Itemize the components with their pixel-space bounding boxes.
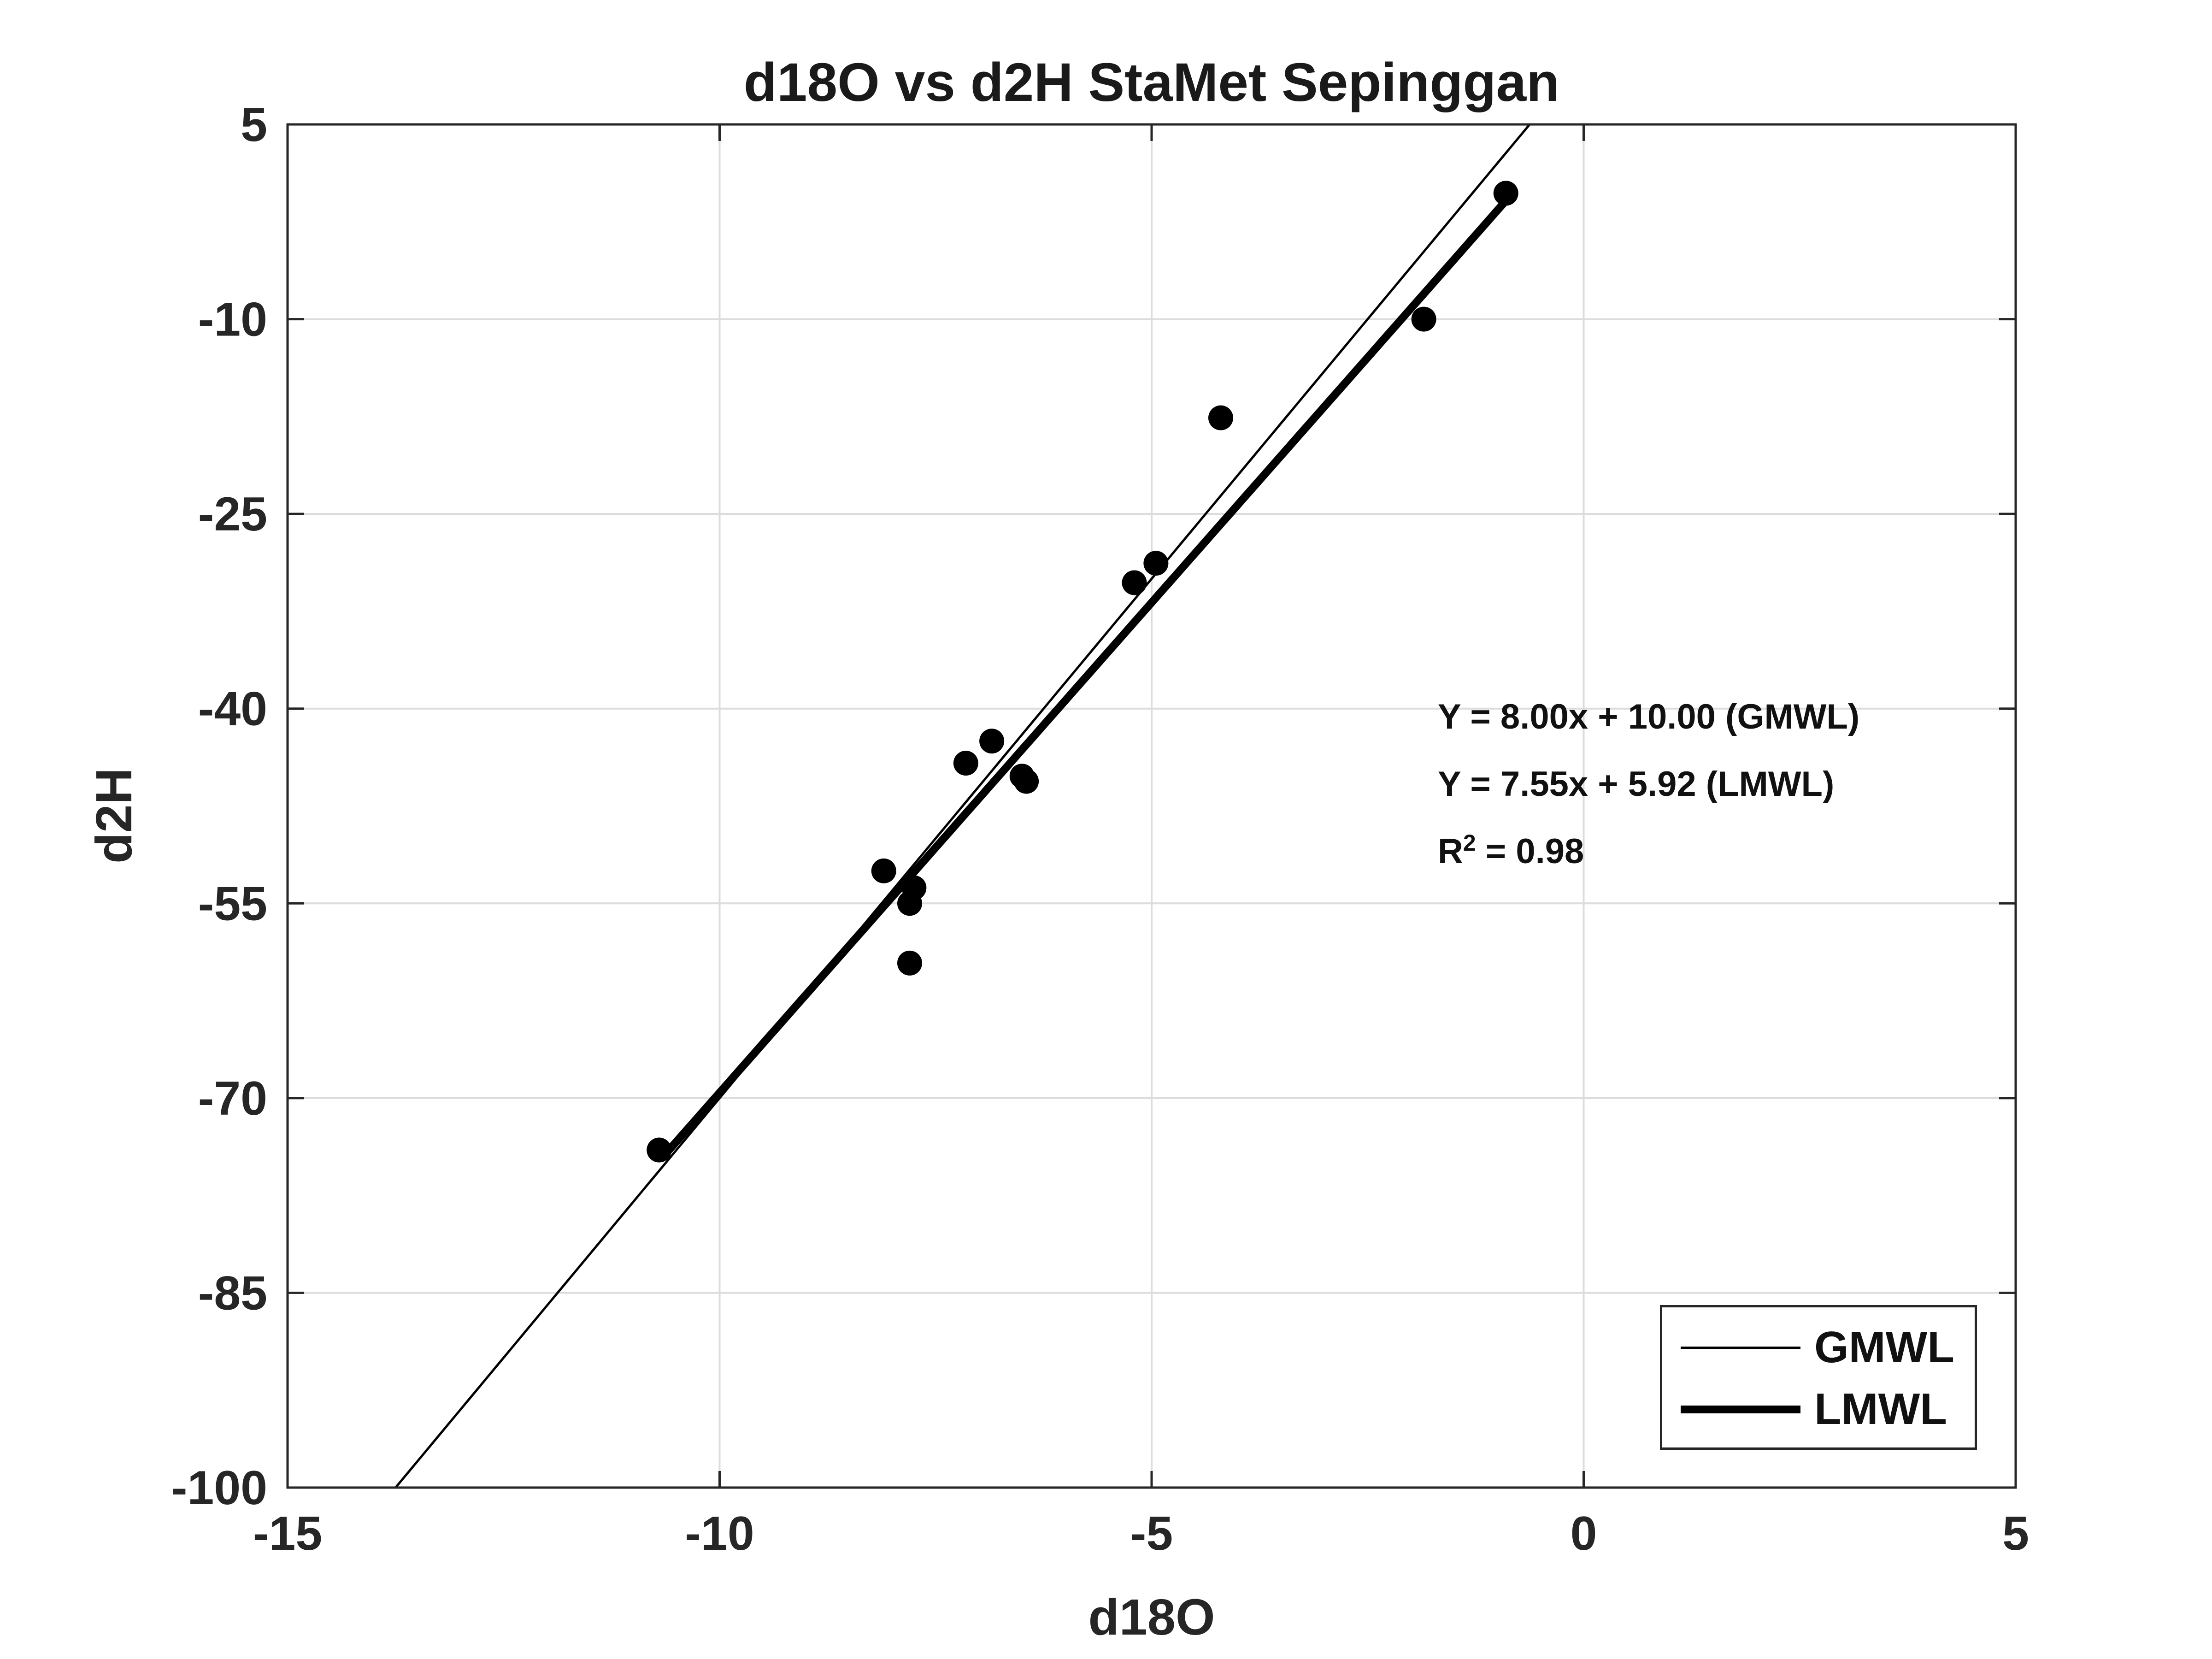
lmwl-equation: Y = 7.55x + 5.92 (LMWL) (1438, 765, 1835, 804)
chart-title: d18O vs d2H StaMet Sepinggan (743, 52, 1560, 113)
data-point (897, 891, 922, 916)
legend-item-lmwl: LMWL (1662, 1384, 1975, 1435)
r-squared-symbol: R (1438, 832, 1463, 871)
legend: GMWL LMWL (1660, 1305, 1977, 1450)
legend-item-gmwl: GMWL (1662, 1322, 1975, 1373)
x-tick-label: -15 (253, 1507, 322, 1560)
x-axis-label: d18O (1088, 1589, 1215, 1646)
data-point (897, 950, 922, 976)
r-squared-value: = 0.98 (1476, 832, 1584, 871)
legend-label-gmwl: GMWL (1814, 1323, 1954, 1372)
data-point (1493, 181, 1518, 206)
legend-label-lmwl: LMWL (1814, 1384, 1947, 1434)
x-tick-label: -5 (1130, 1507, 1173, 1560)
line-gmwl (394, 124, 1531, 1488)
x-tick-label: 5 (2002, 1507, 2029, 1560)
data-point (1208, 405, 1233, 430)
r-squared-label: R2 = 0.98 (1438, 831, 1584, 871)
data-point (1014, 769, 1039, 794)
data-point (647, 1137, 672, 1163)
gmwl-equation: Y = 8.00x + 10.00 (GMWL) (1438, 697, 1860, 736)
data-point (871, 858, 896, 883)
data-point (953, 751, 978, 776)
line-lmwl (665, 198, 1509, 1154)
y-tick-label: -100 (171, 1461, 267, 1515)
y-tick-label: -85 (198, 1266, 267, 1320)
r-squared-exponent: 2 (1463, 830, 1476, 856)
y-tick-label: -70 (198, 1072, 267, 1125)
y-tick-label: 5 (241, 98, 267, 152)
data-point (1143, 551, 1169, 576)
y-axis-label: d2H (86, 768, 142, 864)
y-tick-label: -10 (198, 293, 267, 347)
x-tick-label: -10 (685, 1507, 754, 1560)
legend-swatch-gmwl (1681, 1347, 1800, 1349)
data-point (1411, 306, 1436, 332)
y-tick-label: -40 (198, 682, 267, 736)
data-point (979, 729, 1005, 754)
x-tick-label: 0 (1571, 1507, 1597, 1560)
y-tick-label: -55 (198, 877, 267, 930)
y-tick-label: -25 (198, 488, 267, 541)
data-point (1122, 570, 1147, 595)
legend-swatch-lmwl (1681, 1406, 1800, 1413)
